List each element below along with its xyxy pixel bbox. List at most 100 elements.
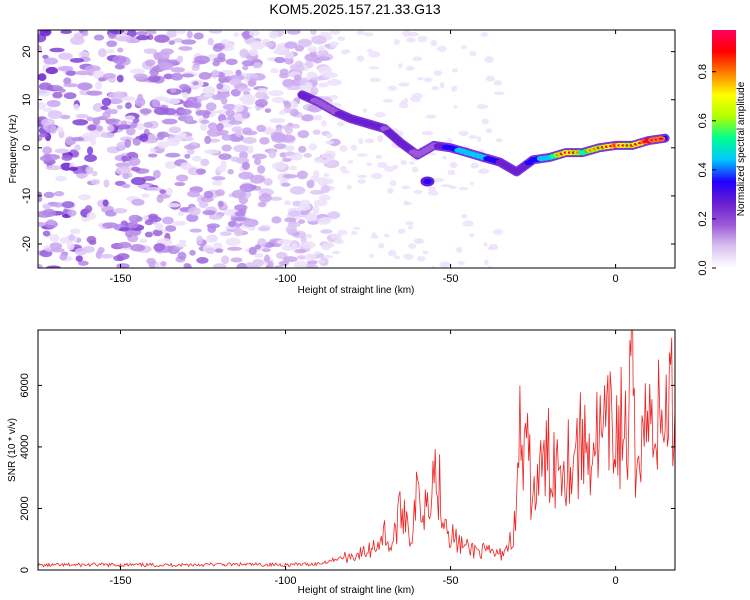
heatmap-noise-cell [469,233,475,238]
heatmap-noise-cell [175,30,186,35]
heatmap-noise-cell [222,103,237,111]
heatmap-noise-cell [86,212,97,220]
heatmap-noise-cell [195,110,211,116]
heatmap-noise-cell [252,62,263,69]
heatmap-noise-cell [145,186,162,192]
heatmap-noise-cell [316,259,326,264]
heatmap-noise-cell [98,77,105,82]
heatmap-noise-cell [273,49,282,54]
heatmap-noise-cell [436,45,447,53]
heatmap-noise-cell [325,132,333,139]
heatmap-noise-cell [169,88,177,93]
heatmap-noise-cell [453,105,458,109]
heatmap-noise-cell [270,131,282,141]
heatmap-noise-cell [208,214,223,220]
heatmap-noise-cell [141,193,150,198]
heatmap-noise-cell [117,241,132,249]
heatmap-noise-cell [125,127,136,136]
heatmap-noise-cell [487,246,498,251]
heatmap-noise-cell [152,229,163,237]
heatmap-noise-cell [204,149,220,155]
heatmap-noise-cell [81,132,97,142]
heatmap-noise-cell [366,48,373,53]
heatmap-noise-cell [298,145,307,153]
heatmap-noise-cell [329,94,338,100]
heatmap-noise-cell [238,171,254,180]
heatmap-x-axis-label: Height of straight line (km) [298,285,415,296]
heatmap-noise-cell [273,143,287,150]
heatmap-noise-cell [148,213,159,220]
heatmap-noise-cell [65,136,75,146]
heatmap-noise-cell [370,173,383,180]
heatmap-ridge-peak [658,137,664,141]
heatmap-noise-cell [234,210,246,217]
heatmap-noise-cell [196,168,207,175]
heatmap-noise-cell [38,89,51,97]
heatmap-noise-cell [388,249,397,257]
colorbar-label: Normalized spectral amplitude [736,81,747,216]
heatmap-noise-cell [321,120,327,127]
heatmap-noise-cell [282,256,298,263]
heatmap-noise-cell [57,65,74,72]
heatmap-noise-cell [139,133,149,142]
heatmap-noise-cell [337,229,348,236]
heatmap-noise-cell [191,155,202,162]
heatmap-noise-cell [68,166,78,171]
heatmap-noise-cell [273,265,284,268]
heatmap-noise-cell [144,219,154,226]
heatmap-noise-cell [39,132,49,138]
heatmap-noise-cell [262,95,270,101]
heatmap-noise-cell [39,155,52,162]
heatmap-noise-cell [186,30,193,39]
heatmap-noise-cell [60,30,72,35]
heatmap-noise-cell [384,166,395,173]
heatmap-noise-cell [46,265,61,268]
heatmap-noise-cell [78,194,92,201]
heatmap-noise-cell [308,143,317,151]
heatmap-noise-cell [413,238,424,244]
heatmap-noise-cell [368,51,380,58]
snr-x-axis-label: Height of straight line (km) [298,585,415,596]
heatmap-noise-cell [184,144,196,150]
heatmap-noise-cell [147,75,161,83]
heatmap-noise-cell [147,153,158,158]
heatmap-noise-cell [196,257,209,264]
heatmap-noise-cell [102,72,117,79]
heatmap-noise-cell [311,35,327,45]
heatmap-noise-cell [397,228,406,235]
heatmap-noise-cell [387,85,397,91]
heatmap-noise-cell [233,144,249,153]
heatmap-noise-cell [242,30,251,40]
heatmap-noise-cell [113,208,128,214]
heatmap-noise-cell [417,35,428,43]
heatmap-noise-cell [257,201,267,208]
heatmap-noise-cell [356,30,365,35]
heatmap-noise-cell [58,52,73,61]
heatmap-noise-cell [249,40,266,50]
snr-y-tick-label: 4000 [19,435,31,459]
heatmap-noise-cell [442,155,447,160]
snr-frame [37,329,676,571]
colorbar-bar [712,30,736,268]
heatmap-noise-cell [398,82,411,87]
heatmap-noise-cell [179,132,187,138]
heatmap-noise-cell [257,165,266,174]
heatmap-noise-cell [225,237,241,247]
heatmap-noise-cell [276,239,293,245]
heatmap-noise-cell [177,251,187,260]
heatmap-noise-cell [281,182,291,187]
heatmap-x-tick-label: -50 [443,273,459,285]
heatmap-noise-cell [87,146,94,156]
heatmap-noise-cell [268,149,277,159]
heatmap-noise-cell [228,120,243,125]
heatmap-noise-cell [225,58,238,66]
heatmap-noise-cell [249,30,260,37]
heatmap-noise-cell [151,99,160,108]
heatmap-noise-cell [284,57,294,65]
heatmap-noise-cell [469,51,477,57]
heatmap-noise-cell [91,170,98,177]
heatmap-noise-cell [340,49,349,55]
heatmap-noise-cell [116,263,130,268]
heatmap-noise-cell [327,78,342,86]
heatmap-noise-cell [50,247,65,253]
